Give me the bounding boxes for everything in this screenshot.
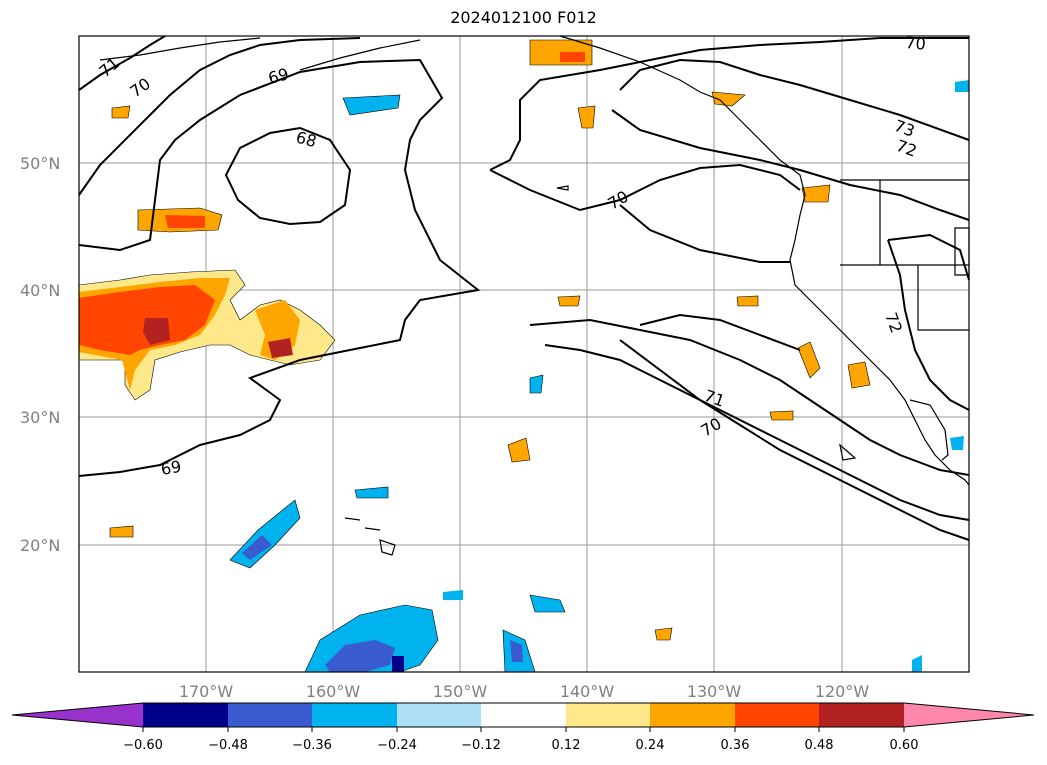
- lat-label: 50°N: [20, 154, 60, 173]
- coastlines: [99, 35, 970, 556]
- colorbar-swatch: [904, 703, 1034, 727]
- contour-label: 69: [266, 64, 291, 88]
- colorbar-tick-label: −0.60: [123, 738, 163, 753]
- lon-label: 140°W: [560, 682, 615, 701]
- map-plot-area: [79, 36, 969, 672]
- colorbar-swatch: [397, 703, 481, 727]
- map-border: [78, 35, 970, 673]
- colorbar-tick-label: 0.60: [890, 738, 919, 753]
- colorbar-tick-label: 0.48: [805, 738, 834, 753]
- lon-label: 150°W: [433, 682, 488, 701]
- lon-label: 170°W: [179, 682, 234, 701]
- colorbar-swatch: [143, 703, 228, 727]
- lon-label: 130°W: [687, 682, 742, 701]
- colorbar-tick-label: 0.36: [721, 738, 750, 753]
- shaded-patches: [78, 39, 969, 673]
- colorbar-swatch: [735, 703, 819, 727]
- colorbar-tick-label: −0.48: [208, 738, 248, 753]
- colorbar-swatch: [819, 703, 904, 727]
- colorbar-swatch: [312, 703, 397, 727]
- lat-label: 40°N: [20, 281, 60, 300]
- colorbar-swatch: [566, 703, 650, 727]
- colorbar-tick-label: 0.24: [636, 738, 665, 753]
- colorbar-tick-label: −0.24: [377, 738, 417, 753]
- contour-label: 70: [905, 33, 927, 54]
- lon-label: 160°W: [306, 682, 361, 701]
- lat-label: 30°N: [20, 408, 60, 427]
- colorbar-tick-label: −0.36: [292, 738, 332, 753]
- contour-label: 68: [294, 128, 319, 152]
- colorbar-swatch: [481, 703, 566, 727]
- colorbar-tick-label: −0.12: [461, 738, 501, 753]
- colorbar-swatch: [650, 703, 735, 727]
- colorbar-swatch: [12, 703, 143, 727]
- contours: [78, 35, 970, 541]
- colorbar: −0.60 −0.48 −0.36 −0.24 −0.12 0.12 0.24 …: [11, 702, 1035, 753]
- colorbar-swatch: [228, 703, 312, 727]
- lon-label: 120°W: [815, 682, 870, 701]
- contour-label: 69: [159, 457, 182, 479]
- map-title: 2024012100 F012: [450, 8, 597, 27]
- gridlines: [79, 36, 969, 672]
- colorbar-tick-label: 0.12: [552, 738, 581, 753]
- lat-label: 20°N: [20, 536, 60, 555]
